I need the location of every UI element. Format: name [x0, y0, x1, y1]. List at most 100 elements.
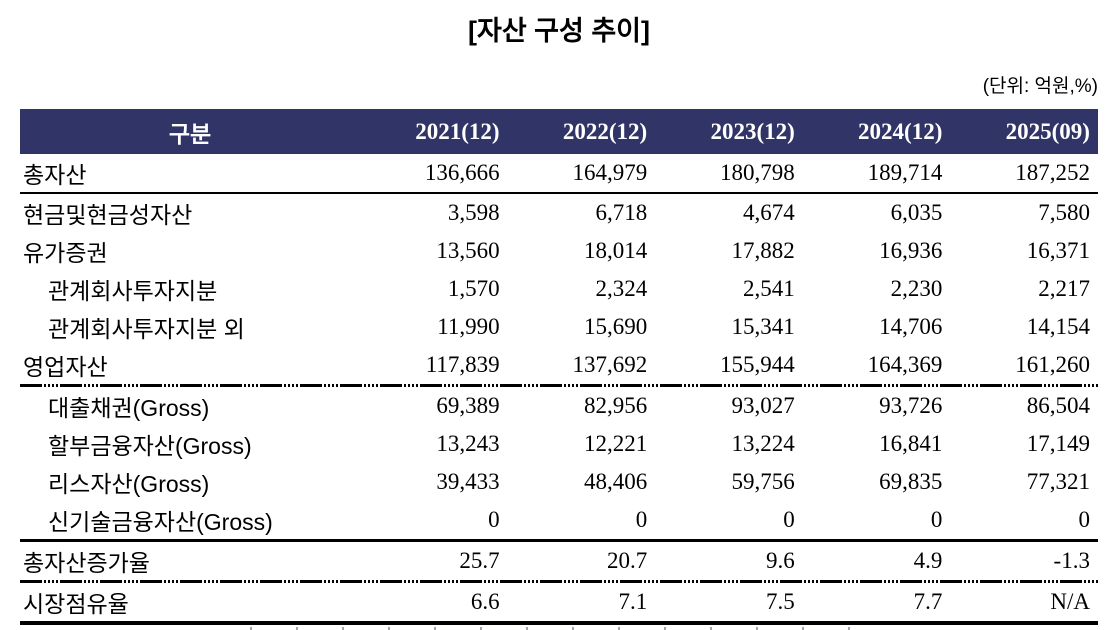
cell-value: 15,341 — [731, 314, 795, 339]
cell-value: 93,027 — [731, 393, 795, 418]
page-title: [자산 구성 추이] — [467, 16, 651, 46]
row-label: 영업자산 — [23, 354, 108, 380]
cell-value: 12,221 — [583, 431, 648, 456]
cell-value: 13,560 — [436, 238, 500, 263]
cell-value: 20.7 — [606, 548, 648, 573]
cell-value: 0 — [1078, 507, 1090, 532]
cell-value: 86,504 — [1026, 393, 1090, 418]
cell-value: 9.6 — [766, 548, 795, 573]
separator-dashdot — [20, 580, 1098, 583]
table-header-row: 구분 2021(12) 2022(12) 2023(12) 2024(12) 2… — [20, 109, 1098, 154]
cell-value: 77,321 — [1026, 469, 1090, 494]
cell-value: 16,841 — [879, 431, 943, 456]
cell-value: 0 — [635, 507, 648, 532]
cell-value: 180,798 — [720, 160, 795, 185]
table-row-cash: 현금및현금성자산 3,598 6,718 4,674 6,035 7,580 — [20, 194, 1098, 232]
cell-value: 18,014 — [583, 238, 648, 263]
table-row-asset-growth-rate: 총자산증가율 25.7 20.7 9.6 4.9 -1.3 — [20, 542, 1098, 580]
cell-value: 117,839 — [425, 352, 500, 377]
row-label: 총자산 — [23, 162, 87, 188]
unit-note: (단위: 억원,%) — [982, 76, 1098, 97]
table-row-affiliate-equity-other: 관계회사투자지분 외 11,990 15,690 15,341 14,706 1… — [20, 308, 1098, 346]
table-row-operating-assets: 영업자산 117,839 137,692 155,944 164,369 161… — [20, 346, 1098, 384]
cell-value: 161,260 — [1015, 352, 1090, 377]
cell-value: 14,154 — [1026, 314, 1090, 339]
cell-value: 0 — [930, 507, 943, 532]
cell-value: 155,944 — [720, 352, 795, 377]
separator-solid — [20, 192, 1098, 194]
cell-value: 136,666 — [424, 160, 500, 185]
cell-value: 164,979 — [572, 160, 648, 185]
cell-value: 16,936 — [879, 238, 943, 263]
cell-value: 15,690 — [583, 314, 648, 339]
table-row-newtech-gross: 신기술금융자산(Gross) 0 0 0 0 0 — [20, 501, 1098, 539]
row-label: 시장점유율 — [23, 591, 129, 617]
cell-value: 3,598 — [447, 200, 500, 225]
cell-value: 14,706 — [879, 314, 943, 339]
cell-value: 0 — [488, 507, 500, 532]
cell-value: 7.7 — [913, 589, 943, 614]
cell-value: 17,149 — [1026, 431, 1090, 456]
cell-value: 7,580 — [1038, 200, 1090, 225]
cell-value: -1.3 — [1053, 548, 1090, 573]
cell-value: 2,541 — [743, 276, 795, 301]
row-label: 대출채권(Gross) — [48, 395, 210, 421]
data-table: 구분 2021(12) 2022(12) 2023(12) 2024(12) 2… — [20, 109, 1098, 625]
cell-value: 4,674 — [743, 200, 795, 225]
row-label: 관계회사투자지분 — [48, 278, 218, 304]
table-row-affiliate-equity: 관계회사투자지분 1,570 2,324 2,541 2,230 2,217 — [20, 270, 1098, 308]
cell-value: 6,035 — [890, 200, 943, 225]
cell-value: 11,990 — [437, 314, 500, 339]
cell-value: 187,252 — [1015, 160, 1090, 185]
cell-value: 13,243 — [436, 431, 500, 456]
cell-value: 6.6 — [470, 589, 500, 614]
cell-value: 69,389 — [436, 393, 500, 418]
table-row-total-assets: 총자산 136,666 164,979 180,798 189,714 187,… — [20, 154, 1098, 192]
row-label: 유가증권 — [23, 240, 108, 266]
cell-value: 2,217 — [1038, 276, 1090, 301]
cell-value: 13,224 — [731, 431, 795, 456]
cell-value: 1,570 — [447, 276, 500, 301]
row-label: 현금및현금성자산 — [23, 202, 193, 228]
table-row-installment-gross: 할부금융자산(Gross) 13,243 12,221 13,224 16,84… — [20, 425, 1098, 463]
cell-value: 0 — [783, 507, 795, 532]
row-label: 신기술금융자산(Gross) — [48, 509, 273, 535]
cell-value: 48,406 — [583, 469, 648, 494]
row-label: 관계회사투자지분 외 — [48, 316, 245, 342]
cell-value: 7.5 — [766, 589, 795, 614]
cell-value: N/A — [1050, 589, 1090, 614]
cell-value: 59,756 — [731, 469, 795, 494]
cell-value: 69,835 — [879, 469, 943, 494]
cell-value: 17,882 — [731, 238, 795, 263]
cell-value: 137,692 — [572, 352, 648, 377]
cell-value: 164,369 — [867, 352, 943, 377]
cell-value: 39,433 — [436, 469, 500, 494]
cell-value: 189,714 — [867, 160, 943, 185]
header-cell-year-2025: 2025(09) — [1005, 118, 1090, 144]
row-label: 할부금융자산(Gross) — [48, 433, 252, 459]
separator-table-bottom — [20, 621, 1098, 625]
header-cell-year-2021: 2021(12) — [415, 118, 500, 144]
header-cell-gubun: 구분 — [168, 120, 212, 147]
cell-value: 2,324 — [595, 276, 648, 301]
table-row-securities: 유가증권 13,560 18,014 17,882 16,936 16,371 — [20, 232, 1098, 270]
cell-value: 16,371 — [1026, 238, 1090, 263]
cell-value: 93,726 — [879, 393, 943, 418]
separator-solid — [20, 539, 1098, 542]
cropped-footnote-fragment — [250, 627, 858, 630]
cell-value: 25.7 — [459, 548, 500, 573]
row-label: 리스자산(Gross) — [48, 471, 210, 497]
separator-dashdot — [20, 384, 1098, 387]
row-label: 총자산증가율 — [23, 550, 150, 576]
table-row-loans-gross: 대출채권(Gross) 69,389 82,956 93,027 93,726 … — [20, 387, 1098, 425]
cell-value: 7.1 — [618, 589, 648, 614]
cell-value: 4.9 — [913, 548, 943, 573]
header-cell-year-2024: 2024(12) — [858, 118, 943, 144]
cell-value: 2,230 — [890, 276, 943, 301]
header-cell-year-2022: 2022(12) — [562, 118, 648, 144]
header-cell-year-2023: 2023(12) — [710, 118, 795, 144]
table-row-lease-gross: 리스자산(Gross) 39,433 48,406 59,756 69,835 … — [20, 463, 1098, 501]
cell-value: 82,956 — [583, 393, 648, 418]
table-row-market-share: 시장점유율 6.6 7.1 7.5 7.7 N/A — [20, 583, 1098, 621]
